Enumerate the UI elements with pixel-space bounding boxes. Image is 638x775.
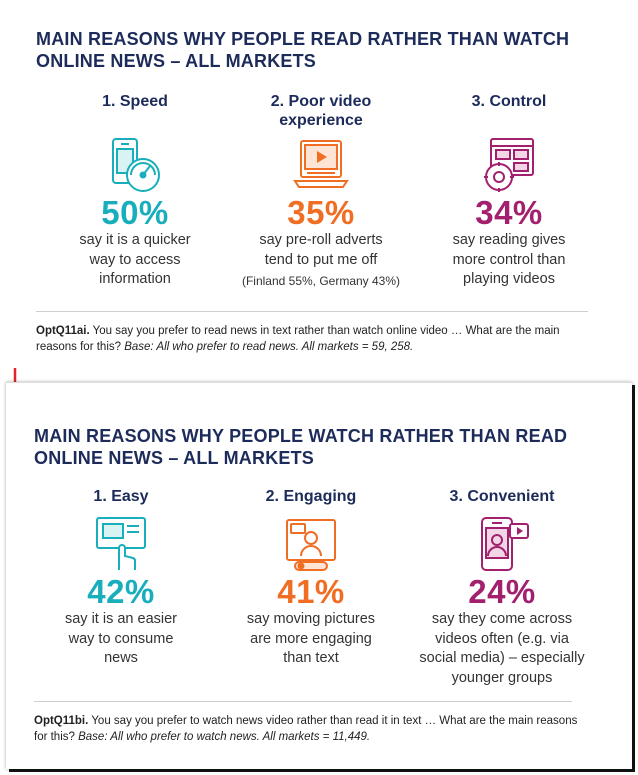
reason-note: (Finland 55%, Germany 43%) — [241, 274, 401, 288]
reason-percentage: 50% — [101, 194, 169, 231]
reason-percentage: 35% — [287, 194, 355, 231]
reason-percentage: 42% — [87, 573, 155, 610]
read-footnote: OptQ11ai. You say you prefer to read new… — [36, 325, 560, 353]
browser-settings-icon — [484, 138, 534, 192]
video-presenter-icon — [286, 519, 336, 571]
watch-reason-engaging: 2. Engaging 41% say moving pictures are … — [216, 487, 406, 669]
reason-description: say it is a quicker way to access inform… — [79, 232, 191, 287]
touch-screen-icon — [96, 517, 146, 570]
reason-description: say they come across videos often (e.g. … — [419, 611, 585, 686]
watch-panel: MAIN REASONS WHY PEOPLE WATCH RATHER THA… — [6, 382, 632, 769]
watch-footnote: OptQ11bi. You say you prefer to watch ne… — [34, 715, 578, 743]
reason-description: say reading gives more control than play… — [452, 232, 566, 287]
divider — [34, 701, 572, 702]
phone-video-share-icon — [481, 517, 529, 571]
reason-heading: 2. Poor video experience — [270, 93, 372, 129]
reason-description: say moving pictures are more engaging th… — [246, 611, 376, 666]
reason-heading: 1. Speed — [102, 93, 168, 110]
laptop-video-icon — [293, 140, 349, 188]
watch-title: MAIN REASONS WHY PEOPLE WATCH RATHER THA… — [34, 426, 568, 468]
reason-description: say pre-roll adverts tend to put me off — [259, 232, 383, 268]
reason-percentage: 34% — [475, 194, 543, 231]
read-reason-poor-video: 2. Poor video experience 35% say pre-rol… — [226, 92, 416, 288]
reason-description: say it is an easier way to consume news — [64, 611, 178, 666]
watch-reason-convenient: 3. Convenient 24% say they come across v… — [402, 487, 602, 688]
reason-percentage: 41% — [277, 573, 345, 610]
read-title: MAIN REASONS WHY PEOPLE READ RATHER THAN… — [36, 29, 570, 71]
reason-percentage: 24% — [468, 573, 536, 610]
read-reason-control: 3. Control 34% say reading gives more co… — [414, 92, 604, 290]
reason-heading: 2. Engaging — [265, 488, 357, 505]
read-reason-speed: 1. Speed 50% say it is a quicker way to … — [40, 92, 230, 290]
reason-heading: 1. Easy — [93, 488, 149, 505]
reason-heading: 3. Control — [471, 93, 547, 110]
divider — [36, 311, 588, 312]
phone-speedometer-icon — [112, 138, 160, 192]
read-panel: MAIN REASONS WHY PEOPLE READ RATHER THAN… — [0, 0, 638, 368]
watch-reason-easy: 1. Easy 42% say it is an easier way to c… — [26, 487, 216, 669]
reason-heading: 3. Convenient — [449, 488, 555, 505]
